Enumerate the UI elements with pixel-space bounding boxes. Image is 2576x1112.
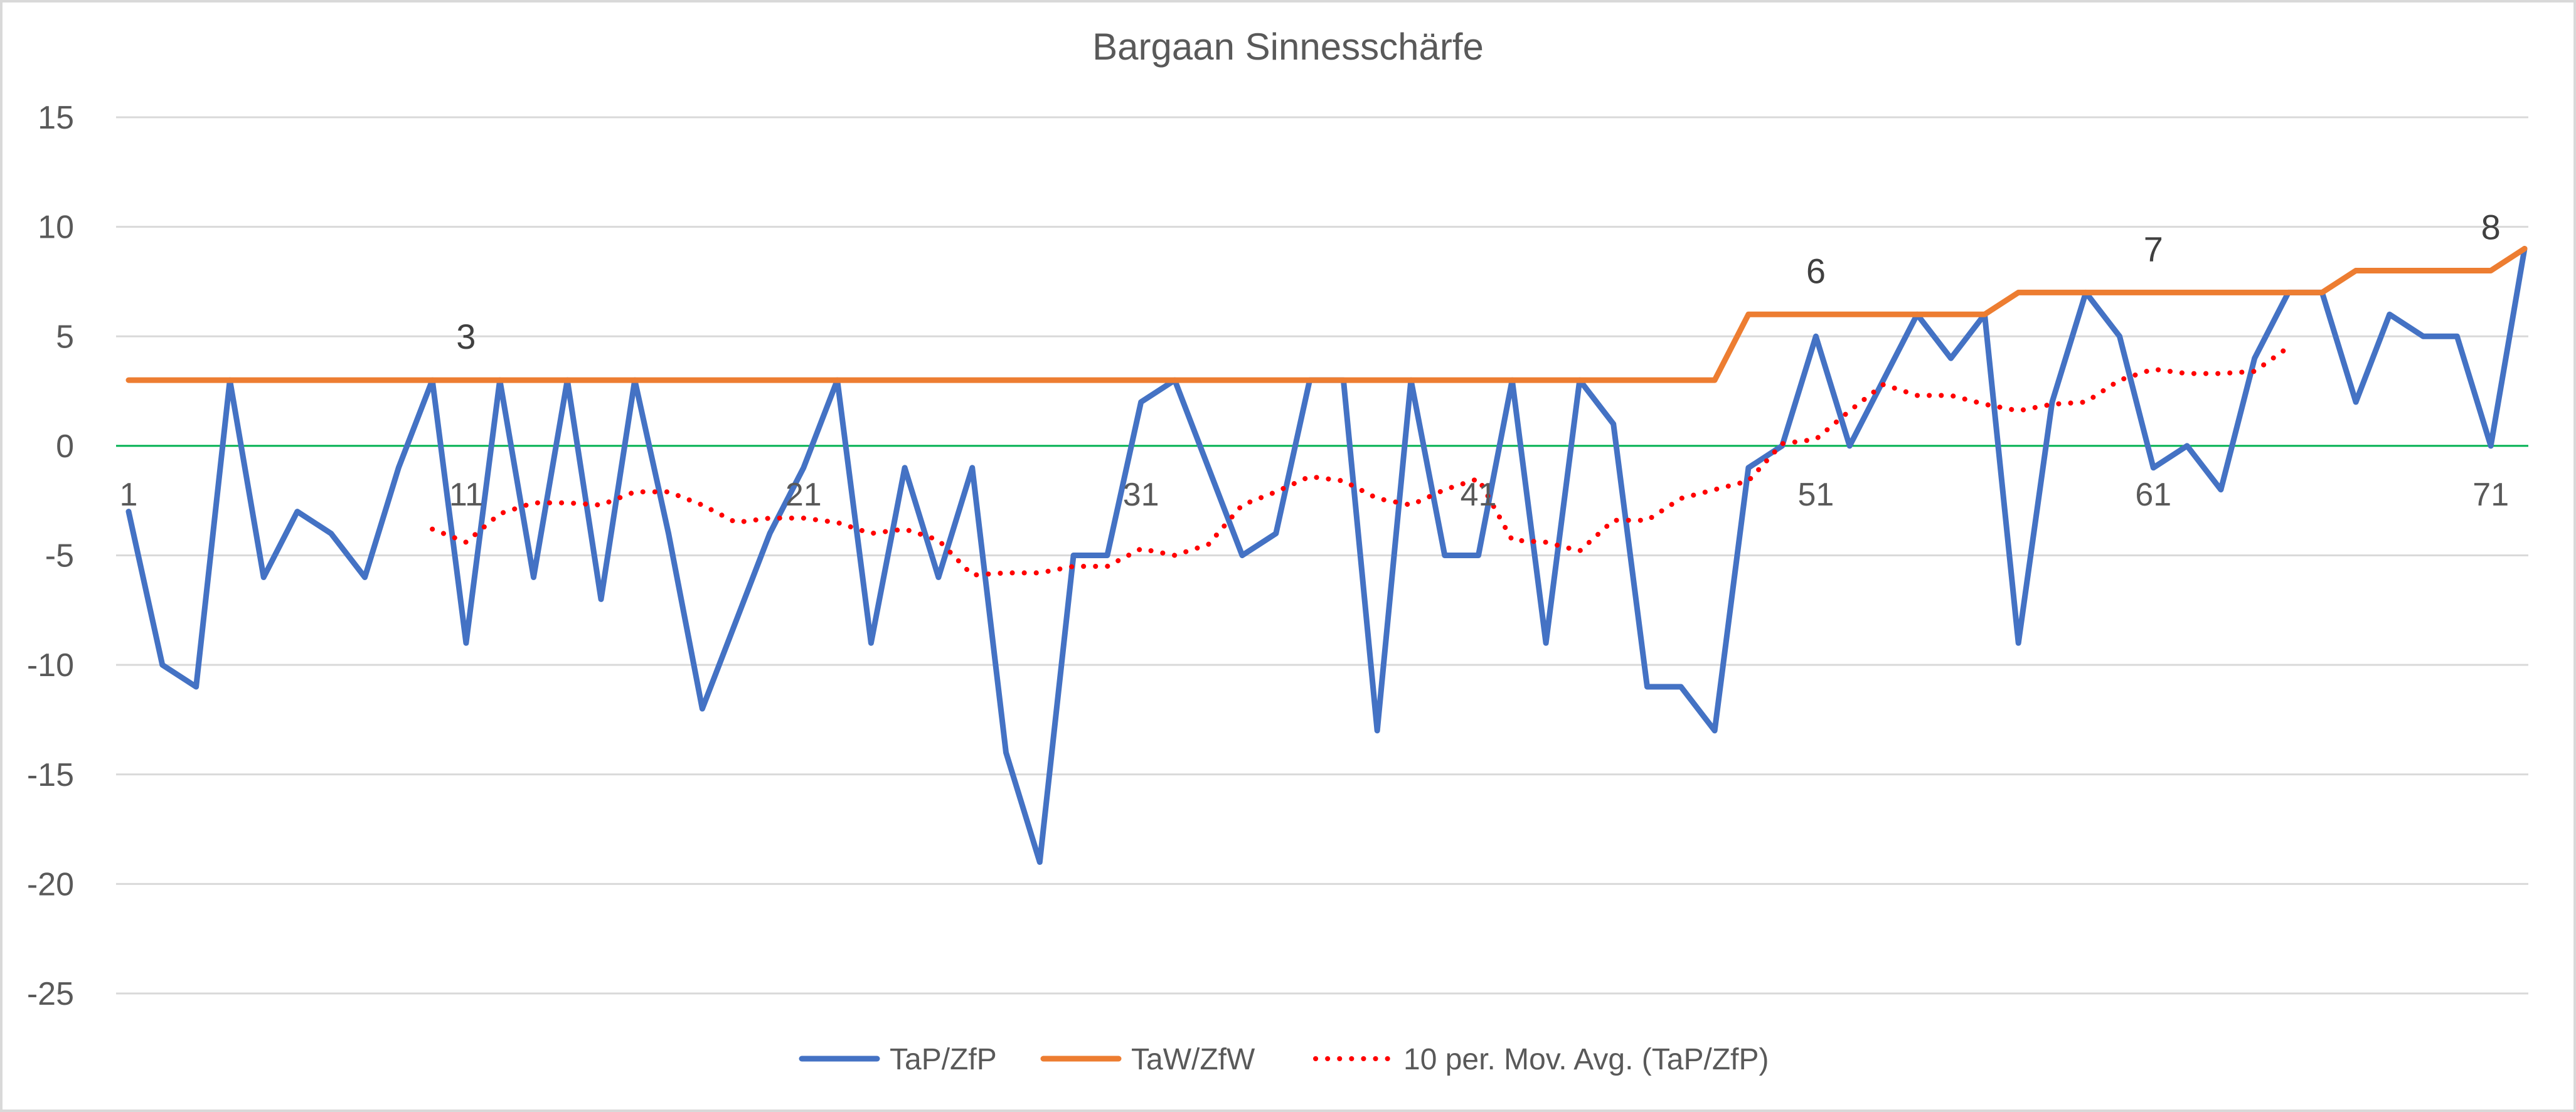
- y-tick-label: 0: [56, 428, 74, 465]
- data-label: 6: [1806, 251, 1826, 290]
- series-line-moving-average: [430, 344, 2291, 578]
- x-tick-label: 31: [1123, 477, 1159, 513]
- y-tick-label: -15: [27, 757, 74, 793]
- chart-title: Bargaan Sinnesschärfe: [1092, 26, 1484, 68]
- x-tick-label: 11: [449, 477, 483, 513]
- x-tick-label: 21: [785, 477, 822, 513]
- series-line-taw-zfw: [125, 246, 2528, 383]
- gridlines: [116, 116, 2528, 995]
- y-tick-label: 10: [38, 209, 74, 246]
- y-tick-label: -5: [45, 538, 74, 575]
- x-tick-label: 71: [2472, 477, 2509, 513]
- x-tick-label: 51: [1798, 477, 1834, 513]
- series-lines: [125, 246, 2528, 865]
- data-label: 8: [2481, 207, 2501, 246]
- y-tick-label: -25: [27, 976, 74, 1012]
- y-tick-label: -20: [27, 866, 74, 903]
- data-label: 7: [2144, 229, 2163, 268]
- y-axis-tick-labels: 15 10 5 0 -5 -10 -15 -20 -25: [27, 100, 74, 1012]
- legend: TaP/ZfP TaW/ZfW 10 per. Mov. Avg. (TaP/ZfP…: [799, 1043, 1769, 1076]
- legend-label: TaW/ZfW: [1131, 1043, 1255, 1076]
- y-tick-label: 15: [38, 100, 74, 136]
- data-label: 3: [456, 317, 476, 356]
- x-tick-label: 41: [1461, 477, 1497, 513]
- y-tick-label: 5: [56, 319, 74, 355]
- legend-label: TaP/ZfP: [890, 1043, 997, 1076]
- x-axis-tick-labels: 1 11 21 31 41 51 61 71: [120, 477, 2509, 513]
- legend-label: 10 per. Mov. Avg. (TaP/ZfP): [1403, 1043, 1769, 1076]
- x-tick-label: 61: [2135, 477, 2171, 513]
- data-labels: 3 6 7 8: [456, 207, 2500, 356]
- x-tick-label: 1: [120, 477, 138, 513]
- y-tick-label: -10: [27, 647, 74, 684]
